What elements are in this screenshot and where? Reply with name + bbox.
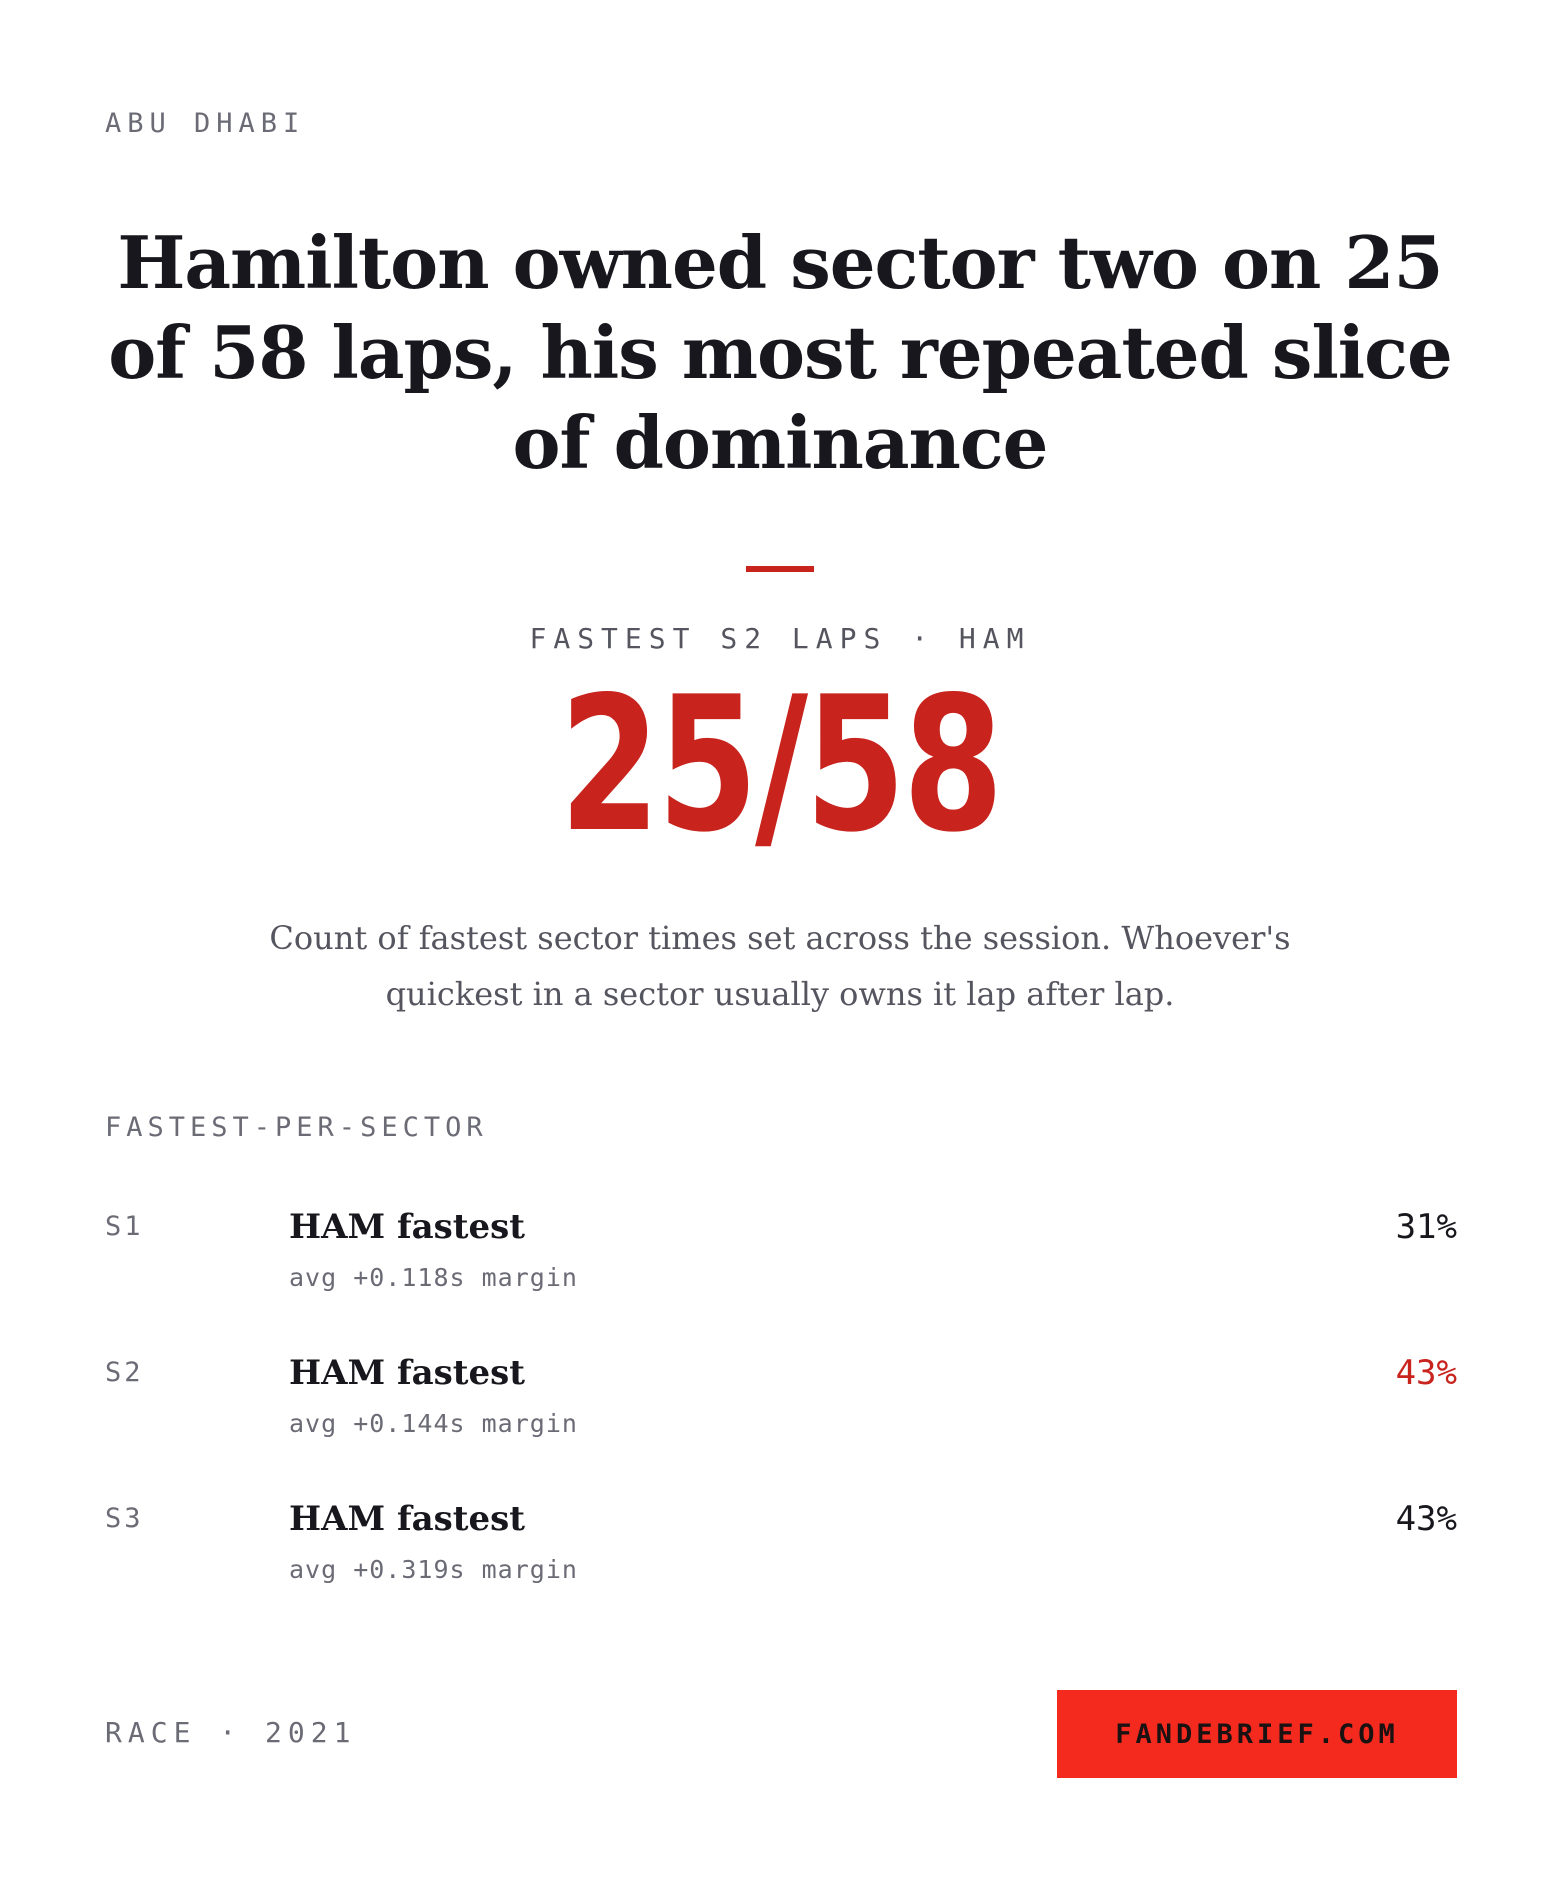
sector-code: S1 (105, 1211, 144, 1242)
stat-label: FASTEST S2 LAPS · HAM (529, 622, 1031, 655)
section-title: FASTEST-PER-SECTOR (105, 1112, 488, 1143)
stat-value: 25/58 (559, 656, 1003, 873)
sector-code: S3 (105, 1503, 144, 1534)
sector-row-s1: S1 HAM fastest avg +0.118s margin 31% (105, 1205, 1457, 1325)
sector-margin: avg +0.118s margin (289, 1263, 578, 1292)
sector-percentage: 43% (1395, 1499, 1457, 1539)
sector-percentage: 43% (1395, 1353, 1457, 1393)
sector-driver: HAM fastest (289, 1207, 525, 1247)
sector-code: S2 (105, 1357, 144, 1388)
sector-row-s2: S2 HAM fastest avg +0.144s margin 43% (105, 1351, 1457, 1471)
headline: Hamilton owned sector two on 25 of 58 la… (108, 220, 1453, 485)
sector-margin: avg +0.319s margin (289, 1555, 578, 1584)
session-label: RACE · 2021 (105, 1716, 357, 1749)
sector-driver: HAM fastest (289, 1499, 525, 1539)
sector-driver: HAM fastest (289, 1353, 525, 1393)
stat-description: Count of fastest sector times set across… (269, 919, 1291, 1013)
sector-row-s3: S3 HAM fastest avg +0.319s margin 43% (105, 1497, 1457, 1617)
sector-margin: avg +0.144s margin (289, 1409, 578, 1438)
sector-percentage: 31% (1395, 1207, 1457, 1247)
site-link-button[interactable]: FANDEBRIEF.COM (1057, 1690, 1457, 1778)
location-label: ABU DHABI (105, 108, 306, 139)
accent-divider (746, 566, 814, 572)
